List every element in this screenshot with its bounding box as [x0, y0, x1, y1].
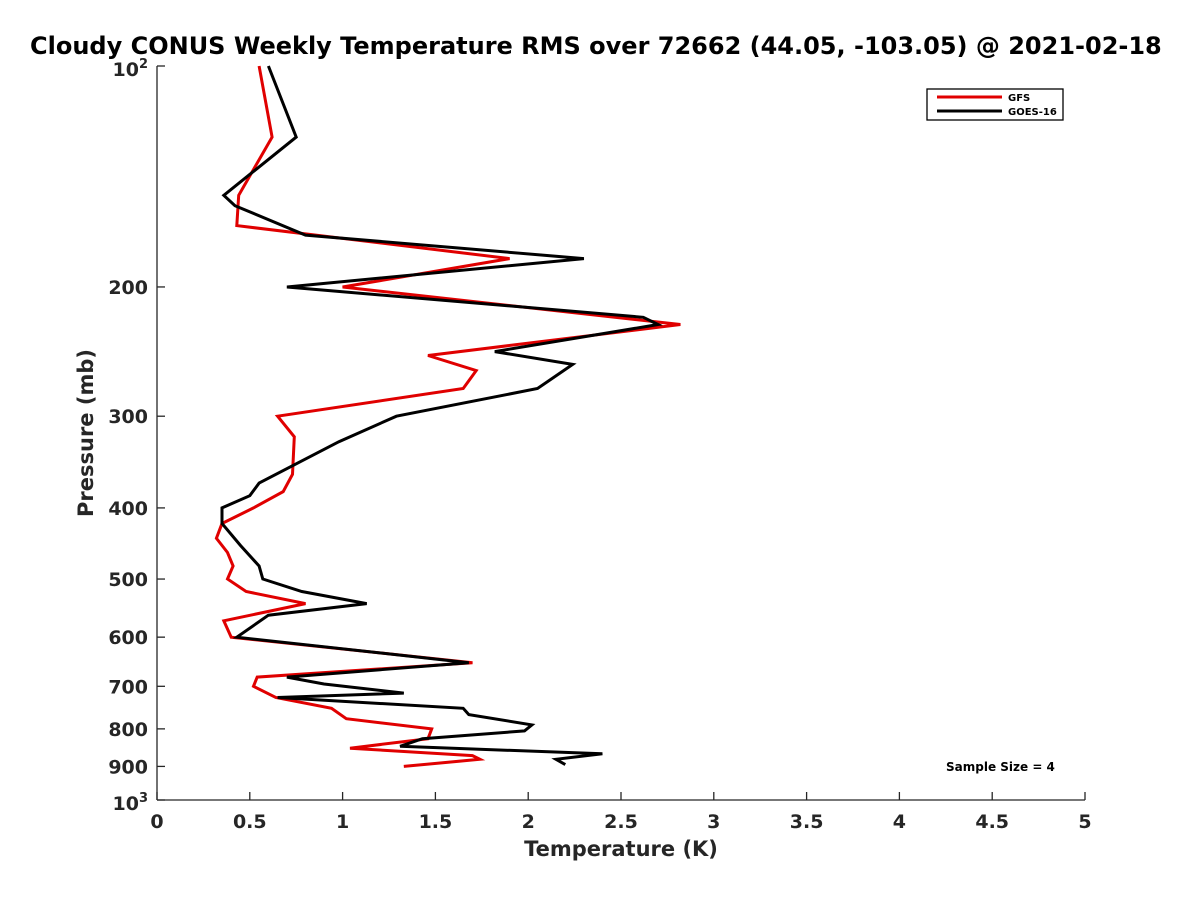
- series-line-goes-16: [220, 65, 663, 766]
- chart-title: Cloudy CONUS Weekly Temperature RMS over…: [30, 32, 1162, 60]
- y-tick-label: 400: [108, 498, 148, 520]
- x-tick-label: 4: [893, 811, 906, 833]
- x-ticks: 0 0.5 1 1.5 2 2.5 3 3.5 4 4.5 5: [150, 792, 1092, 833]
- sample-size-annotation: Sample Size = 4: [946, 760, 1055, 774]
- x-tick-label: 3.5: [790, 811, 824, 833]
- x-tick-label: 2: [522, 811, 535, 833]
- x-tick-label: 1: [336, 811, 349, 833]
- series-line-gfs: [214, 65, 681, 768]
- x-axis-label: Temperature (K): [524, 837, 718, 861]
- x-tick-label: 2.5: [604, 811, 638, 833]
- y-tick-top-base: 10: [113, 59, 139, 81]
- legend: GFS GOES-16: [926, 88, 1064, 121]
- y-tick-label: 300: [108, 406, 148, 428]
- y-tick-label-top: 102: [113, 57, 149, 81]
- y-tick-label: 500: [108, 569, 148, 591]
- svg-text:102: 102: [113, 57, 149, 81]
- y-tick-top-exp: 2: [139, 57, 148, 72]
- x-tick-label: 1.5: [419, 811, 453, 833]
- legend-label-gfs: GFS: [1008, 93, 1030, 104]
- x-tick-label: 5: [1078, 811, 1091, 833]
- y-tick-label-bottom: 103: [113, 791, 149, 815]
- svg-text:103: 103: [113, 791, 149, 815]
- legend-box: [926, 88, 1064, 121]
- y-tick-label: 900: [108, 756, 148, 778]
- y-tick-label: 200: [108, 277, 148, 299]
- series-layer: [214, 65, 681, 768]
- y-tick-label: 800: [108, 719, 148, 741]
- legend-label-goes-16: GOES-16: [1008, 107, 1057, 118]
- y-tick-label: 700: [108, 676, 148, 698]
- x-tick-label: 0: [150, 811, 163, 833]
- plot-area: 0 0.5 1 1.5 2 2.5 3 3.5 4 4.5 5 200 300 400 500 600 700…: [108, 65, 1092, 833]
- x-tick-label: 3: [707, 811, 720, 833]
- y-ticks: 200 300 400 500 600 700 800 900: [108, 65, 165, 801]
- x-tick-label: 4.5: [975, 811, 1009, 833]
- y-tick-bottom-base: 10: [113, 793, 139, 815]
- x-tick-label: 0.5: [233, 811, 267, 833]
- y-axis-label: Pressure (mb): [74, 349, 98, 517]
- y-tick-label: 600: [108, 627, 148, 649]
- y-tick-bottom-exp: 3: [139, 791, 148, 806]
